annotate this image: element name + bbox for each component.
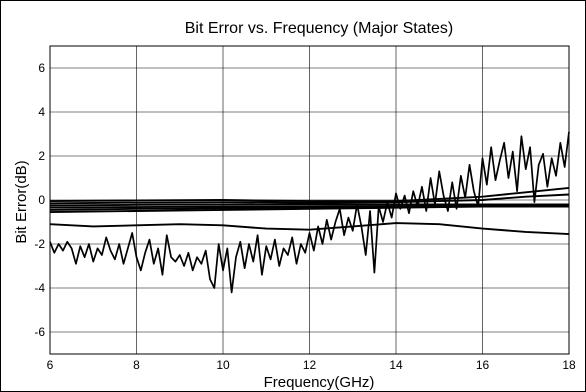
series-line-3 [49,193,570,205]
series-line-5 [49,203,570,209]
chart-title: Bit Error vs. Frequency (Major States) [185,20,454,37]
series-line-1 [49,222,570,236]
y-tick-label: 0 [38,193,45,207]
plot-area-border [49,45,570,355]
y-tick-label: 4 [38,105,45,119]
y-tick-labels: -6 -4 -2 0 2 4 6 [34,61,45,339]
x-tick-label: 16 [476,358,490,372]
x-axis-label: Frequency(GHz) [264,374,375,391]
y-tick-label: -4 [34,281,45,295]
y-tick-label: 6 [38,61,45,75]
x-tick-label: 10 [216,358,230,372]
series-line-2 [49,186,570,203]
series-line-7 [49,205,569,214]
y-tick-label: 2 [38,149,45,163]
x-tick-labels: 6 8 10 12 14 16 18 [47,358,576,372]
x-tick-label: 6 [47,358,54,372]
y-tick-label: -6 [34,325,45,339]
series-line-4 [49,203,569,207]
series-group [49,131,570,294]
x-tick-label: 8 [133,358,140,372]
x-tick-label: 12 [303,358,317,372]
x-tick-label: 14 [389,358,403,372]
y-axis-label: Bit Error(dB) [13,160,30,243]
series-line-8 [49,131,570,294]
y-tick-label: -2 [34,237,45,251]
x-tick-label: 18 [562,358,576,372]
